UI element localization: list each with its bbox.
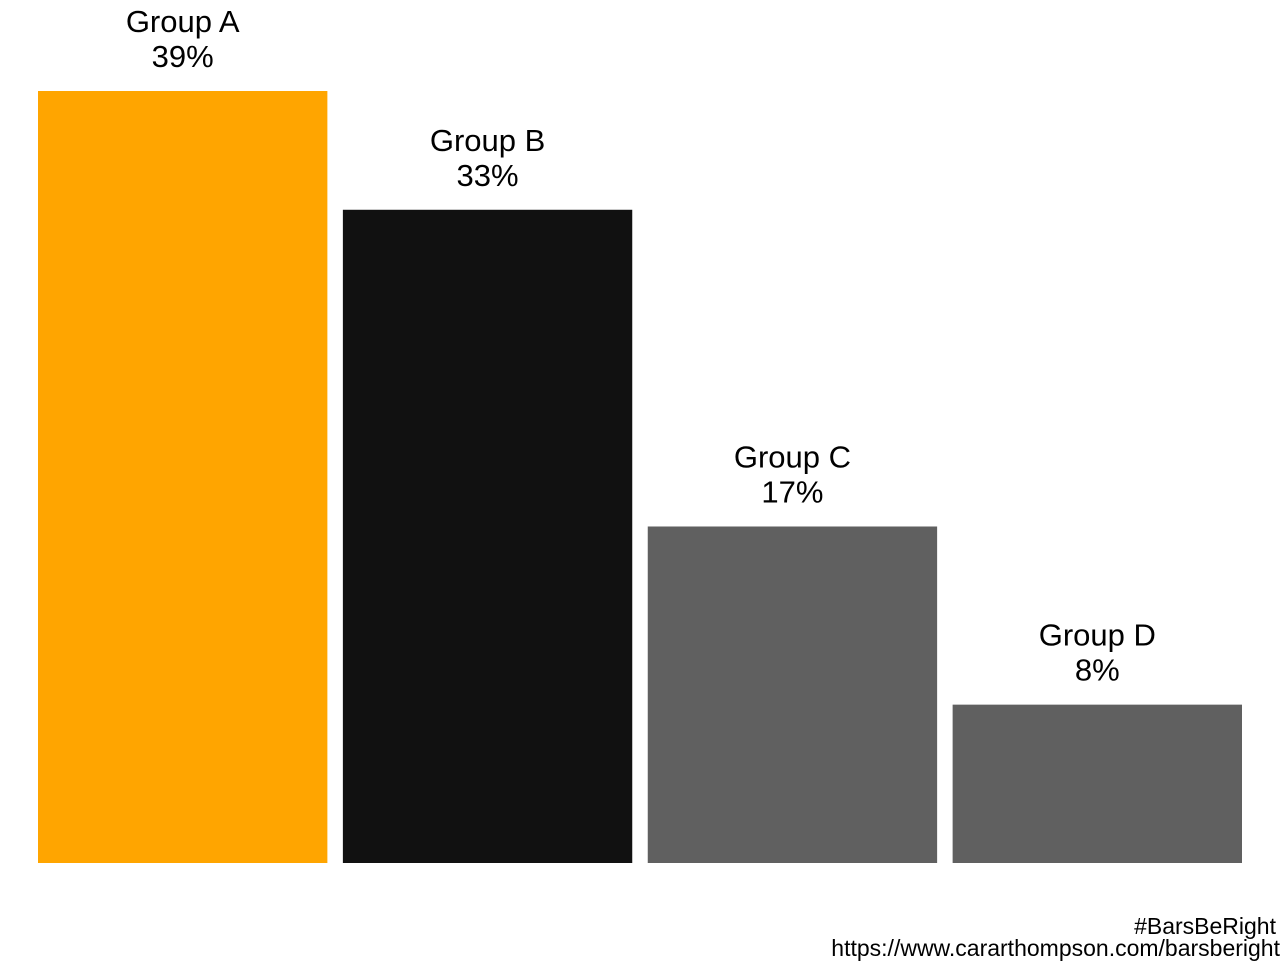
bar-group-d <box>952 704 1242 863</box>
bar-group-c <box>647 526 938 863</box>
caption-url: https://www.cararthompson.com/barsberigh… <box>831 935 1280 961</box>
bar-category-label: Group A <box>126 4 240 39</box>
caption-hashtag: #BarsBeRight <box>1134 913 1276 939</box>
bar-value-label: 8% <box>1075 653 1120 688</box>
bar-value-label: 39% <box>152 39 214 74</box>
bar-value-label: 33% <box>457 158 519 193</box>
bar-category-label: Group B <box>430 123 545 158</box>
bar-group-a <box>38 91 328 863</box>
bars-layer <box>38 91 1242 863</box>
bar-category-label: Group D <box>1039 618 1156 653</box>
labels-layer: Group A39% Group B33% Group C17% Group D8% <box>126 4 1156 688</box>
bar-group-b <box>342 209 633 863</box>
bar-category-label: Group C <box>734 439 851 474</box>
bar-value-label: 17% <box>761 474 823 509</box>
